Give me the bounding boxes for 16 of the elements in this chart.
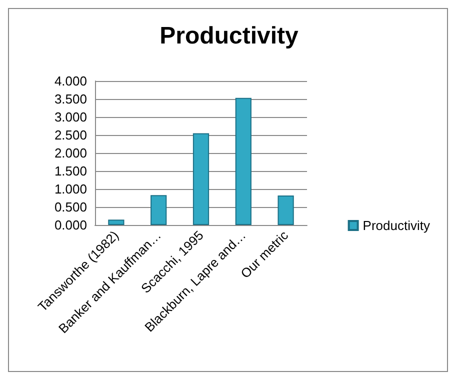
- legend-label: Productivity: [362, 218, 430, 233]
- y-tick-label: 0.500: [54, 200, 87, 214]
- bar: [192, 133, 210, 225]
- y-tick-label: 1.500: [54, 164, 87, 178]
- y-tick-label: 1.000: [54, 182, 87, 196]
- bar: [235, 98, 252, 225]
- y-tick-label: 3.000: [54, 110, 87, 124]
- y-tick-label: 3.500: [54, 92, 87, 106]
- y-tick-label: 2.000: [54, 146, 87, 160]
- chart-title: Productivity: [160, 22, 299, 50]
- bar: [108, 220, 124, 225]
- y-tick-label: 0.000: [54, 218, 87, 232]
- bar: [150, 195, 167, 225]
- y-tick-label: 2.500: [54, 128, 87, 142]
- y-tick-label: 4.000: [54, 74, 87, 88]
- bar: [278, 195, 294, 225]
